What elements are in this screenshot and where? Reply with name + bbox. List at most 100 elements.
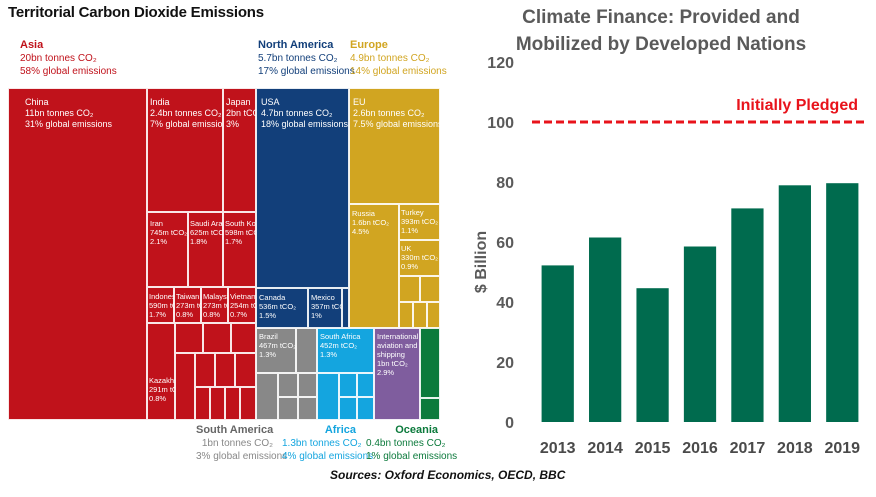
region-name: Africa <box>324 424 356 436</box>
region-share: 3% global emissions <box>196 451 288 462</box>
tile-small-country <box>317 373 339 420</box>
tile-amount: 273m tCO₂ <box>176 301 214 310</box>
tile-china: China 11bn tonnes CO₂ 31% global emissio… <box>8 88 147 420</box>
tile-name: International <box>377 332 419 341</box>
tile-small-country <box>278 397 298 420</box>
tile-south-africa: South Africa 452m tCO₂ 1.3% <box>317 328 374 373</box>
tile-name: Taiwan <box>176 292 200 301</box>
tile-amount: 452m tCO₂ <box>320 341 358 350</box>
tile-amount: 536m tCO₂ <box>259 302 297 311</box>
tile-small-country <box>298 373 317 397</box>
tile-small-country <box>240 387 256 420</box>
tile-eu: EU 2.6bn tonnes CO₂ 7.5% global emission… <box>349 88 443 204</box>
tile-small-country <box>399 302 413 328</box>
tile-india: India 2.4bn tonnes CO₂ 7% global emissio… <box>147 88 232 212</box>
region-name: Europe <box>350 39 388 51</box>
region-label-africa: Africa 1.3bn tonnes CO₂ 4% global emissi… <box>282 423 374 463</box>
tile-name: USA <box>261 97 280 107</box>
tile-detail: shipping <box>377 350 405 359</box>
tile-small-country <box>175 353 195 420</box>
tile-small-country <box>215 353 235 387</box>
tile-share: 0.7% <box>230 310 248 319</box>
region-amount: 1bn tonnes CO₂ <box>201 438 273 449</box>
tile-share: 0.8% <box>203 310 221 319</box>
tile-small-country <box>427 302 440 328</box>
tile-small-country <box>256 373 278 420</box>
bar-2018 <box>778 185 811 422</box>
tile-name: South Africa <box>320 332 361 341</box>
tile-canada: Canada 536m tCO₂ 1.5% <box>256 288 308 328</box>
tile-small-country <box>203 323 231 353</box>
bar-2017 <box>731 208 764 422</box>
tile-small-country <box>231 323 256 353</box>
region-share: 17% global emissions <box>258 66 355 77</box>
x-tick-label: 2018 <box>777 440 813 457</box>
tile-amount: 625m tCO₂ <box>190 228 228 237</box>
tile-small-country <box>225 387 240 420</box>
region-label-asia: Asia 20bn tonnes CO₂ 58% global emission… <box>20 38 117 78</box>
tile-small-country <box>357 397 374 420</box>
tile-share: 31% global emissions <box>25 119 113 129</box>
tile-share: 18% global emissions <box>261 119 349 129</box>
tile-amount: 2.6bn tonnes CO₂ <box>353 108 425 118</box>
tile-saudi-arabia: Saudi Arabia 625m tCO₂ 1.8% <box>188 212 233 287</box>
tile-share: 1.3% <box>259 350 277 359</box>
region-amount: 20bn tonnes CO₂ <box>20 53 97 64</box>
region-share: 58% global emissions <box>20 66 117 77</box>
tile-name: Iran <box>150 219 163 228</box>
tile-small-country <box>195 353 215 387</box>
finance-title-line1: Climate Finance: Provided and <box>522 7 800 28</box>
tile-amount: 1bn tCO₂ <box>377 359 408 368</box>
y-tick-label: 60 <box>496 235 514 252</box>
region-label-oceania: Oceania 0.4bn tonnes CO₂ 1% global emiss… <box>366 423 458 463</box>
region-name: Asia <box>20 39 44 51</box>
tile-amount: 598m tCO₂ <box>225 228 263 237</box>
tile-amount: 357m tCO₂ <box>311 302 349 311</box>
tile-small-country <box>298 397 317 420</box>
tile-share: 4.5% <box>352 227 370 236</box>
tile-amount: 273m tCO₂ <box>203 301 241 310</box>
tile-small-country <box>420 276 440 302</box>
finance-chart-title: Climate Finance: Provided and Mobilized … <box>486 4 836 58</box>
tile-share: 1% <box>311 311 322 320</box>
tile-name: Japan <box>226 97 251 107</box>
tile-kazakhstan: Kazakhstan 291m tCO₂ 0.8% <box>147 323 188 420</box>
tile-name: Kazakhstan <box>149 376 189 385</box>
tile-share: 1.5% <box>259 311 277 320</box>
region-amount: 0.4bn tonnes CO₂ <box>366 438 446 449</box>
tile-taiwan: Taiwan 273m tCO₂ 0.8% <box>174 287 213 323</box>
region-share: 4% global emissions <box>282 451 374 462</box>
tile-amount: 393m tCO₂ <box>401 217 439 226</box>
tile-name: Saudi Arabia <box>190 219 233 228</box>
tile-amount: 4.7bn tonnes CO₂ <box>261 108 333 118</box>
bar-2016 <box>683 246 717 422</box>
tile-small-country <box>342 288 349 328</box>
tile-small-country <box>278 373 298 397</box>
region-share: 1% global emissions <box>366 451 458 462</box>
tile-small-country <box>210 387 225 420</box>
tile-share: 1.1% <box>401 226 419 235</box>
tile-share: 2.9% <box>377 368 395 377</box>
y-tick-label: 20 <box>496 355 514 372</box>
tile-amount: 590m tCO₂ <box>149 301 187 310</box>
treemap: China 11bn tonnes CO₂ 31% global emissio… <box>8 88 443 420</box>
tile-small-country <box>339 373 357 397</box>
region-name: Oceania <box>395 424 438 436</box>
tile-uk: UK 330m tCO₂ 0.9% <box>399 240 440 276</box>
tile-share: 1.3% <box>320 350 338 359</box>
tile-amount: 745m tCO₂ <box>150 228 188 237</box>
tile-small-country <box>296 328 317 373</box>
bar-2013 <box>541 265 574 422</box>
tile-small-country <box>195 387 210 420</box>
tile-name: India <box>150 97 170 107</box>
y-tick-label: 100 <box>487 115 514 132</box>
y-tick-label: 40 <box>496 295 514 312</box>
tile-international-aviation-shipping: International aviation and shipping 1bn … <box>374 328 420 420</box>
tile-name: Mexico <box>311 293 335 302</box>
tile-mexico: Mexico 357m tCO₂ 1% <box>308 288 348 328</box>
tile-south-korea: South Korea 598m tCO₂ 1.7% <box>223 212 267 287</box>
tile-indonesia: Indonesia 590m tCO₂ 1.7% <box>147 287 186 323</box>
tile-malaysia: Malaysia 273m tCO₂ 0.8% <box>201 287 240 323</box>
tile-detail: aviation and <box>377 341 418 350</box>
x-tick-label: 2013 <box>540 440 576 457</box>
